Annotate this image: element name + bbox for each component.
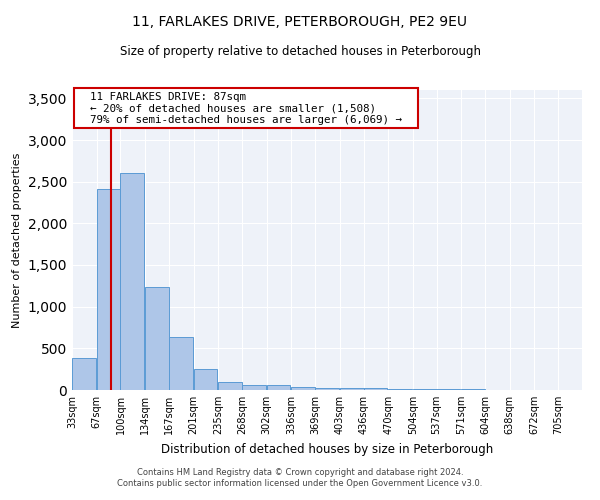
Text: 11, FARLAKES DRIVE, PETERBOROUGH, PE2 9EU: 11, FARLAKES DRIVE, PETERBOROUGH, PE2 9E…: [133, 15, 467, 29]
Bar: [194, 369, 217, 390]
Bar: [72, 358, 96, 390]
Text: Contains HM Land Registry data © Crown copyright and database right 2024.
Contai: Contains HM Land Registry data © Crown c…: [118, 468, 482, 487]
Bar: [169, 336, 193, 390]
Bar: [291, 386, 315, 390]
Bar: [145, 286, 169, 390]
Text: Size of property relative to detached houses in Peterborough: Size of property relative to detached ho…: [119, 45, 481, 58]
Bar: [437, 389, 460, 390]
Bar: [218, 382, 242, 390]
Bar: [242, 385, 266, 390]
X-axis label: Distribution of detached houses by size in Peterborough: Distribution of detached houses by size …: [161, 442, 493, 456]
Y-axis label: Number of detached properties: Number of detached properties: [12, 152, 22, 328]
Bar: [121, 174, 145, 390]
Bar: [97, 189, 121, 390]
Bar: [315, 388, 339, 390]
Bar: [266, 386, 290, 390]
Bar: [388, 389, 412, 390]
Bar: [364, 388, 388, 390]
Bar: [340, 388, 364, 390]
Text: 11 FARLAKES DRIVE: 87sqm  
  ← 20% of detached houses are smaller (1,508)  
  79: 11 FARLAKES DRIVE: 87sqm ← 20% of detach…: [77, 92, 415, 124]
Bar: [413, 389, 437, 390]
